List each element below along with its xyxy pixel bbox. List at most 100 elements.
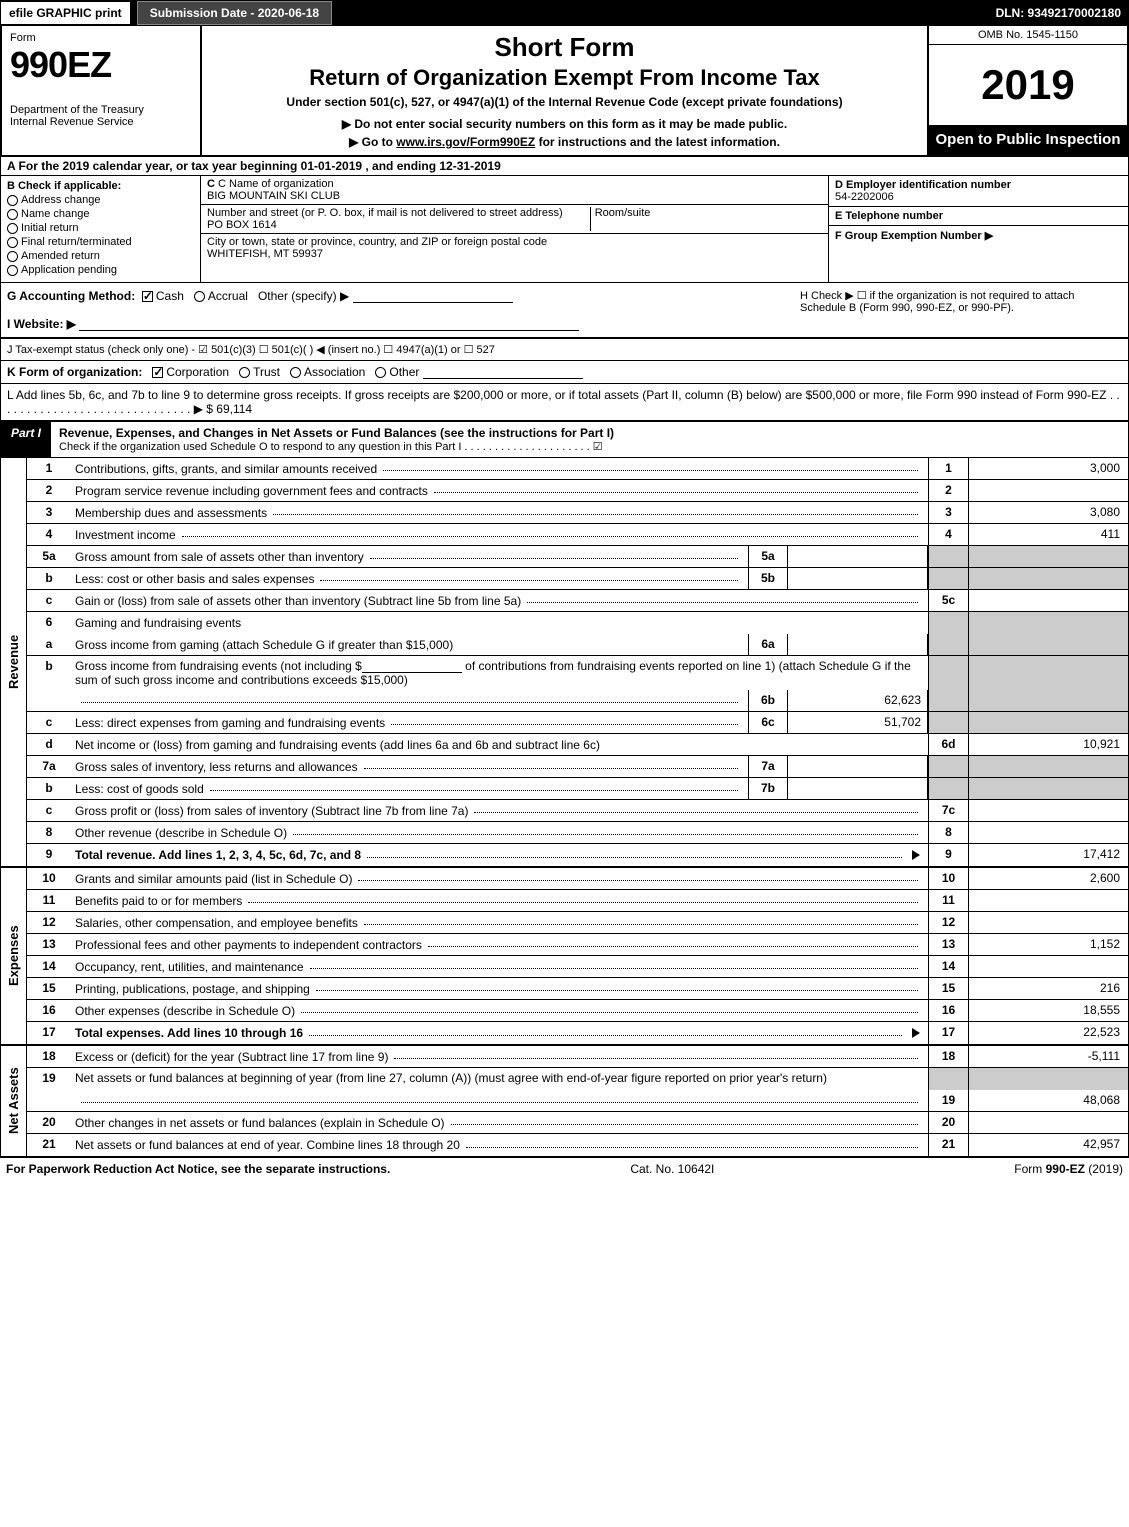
val-12 [968,912,1128,933]
chk-corporation[interactable] [152,367,163,378]
box-f: F Group Exemption Number ▶ [829,226,1128,282]
box-b: B Check if applicable: Address change Na… [1,176,201,282]
line-17: 17 Total expenses. Add lines 10 through … [27,1022,1128,1044]
other-specify-input[interactable] [353,289,513,303]
net-assets-side-label: Net Assets [0,1046,26,1156]
line-5c: c Gain or (loss) from sale of assets oth… [27,590,1128,612]
arrow-icon [912,1028,920,1038]
sub3-pre: ▶ Go to [349,135,396,149]
line-1: 1 Contributions, gifts, grants, and simi… [27,458,1128,480]
val-6d: 10,921 [968,734,1128,755]
val-16: 18,555 [968,1000,1128,1021]
line-2: 2 Program service revenue including gove… [27,480,1128,502]
line-10: 10 Grants and similar amounts paid (list… [27,868,1128,890]
chk-accrual[interactable] [194,291,205,302]
part1-check: Check if the organization used Schedule … [59,440,1120,453]
line-5b: b Less: cost or other basis and sales ex… [27,568,1128,590]
irs-link[interactable]: www.irs.gov/Form990EZ [396,135,535,149]
line-20: 20 Other changes in net assets or fund b… [27,1112,1128,1134]
line-4: 4 Investment income 4 411 [27,524,1128,546]
line-9: 9 Total revenue. Add lines 1, 2, 3, 4, 5… [27,844,1128,866]
line-21: 21 Net assets or fund balances at end of… [27,1134,1128,1156]
form-number: 990EZ [10,44,192,86]
line-6b-1: b Gross income from fundraising events (… [27,656,1128,690]
line-13: 13 Professional fees and other payments … [27,934,1128,956]
accounting-method: G Accounting Method: Cash Accrual Other … [7,289,792,303]
open-to-public: Open to Public Inspection [929,125,1127,155]
k-label: K Form of organization: [7,365,142,379]
line-6a: a Gross income from gaming (attach Sched… [27,634,1128,656]
return-title: Return of Organization Exempt From Incom… [212,65,917,91]
arrow-icon [912,850,920,860]
city-value: WHITEFISH, MT 59937 [207,248,822,260]
chk-initial-return[interactable]: Initial return [7,222,194,234]
short-form-title: Short Form [212,32,917,63]
row-j: J Tax-exempt status (check only one) - ☑… [0,338,1129,361]
box-c: C C Name of organization BIG MOUNTAIN SK… [201,176,828,282]
website-row: I Website: ▶ [7,317,792,331]
val-9: 17,412 [968,844,1128,866]
header-center: Short Form Return of Organization Exempt… [202,26,927,155]
val-6c: 51,702 [788,712,928,733]
expenses-section: Expenses 10 Grants and similar amounts p… [0,868,1129,1046]
val-14 [968,956,1128,977]
top-bar: efile GRAPHIC print Submission Date - 20… [0,0,1129,26]
box-d: D Employer identification number 54-2202… [829,176,1128,207]
row-k: K Form of organization: Corporation Trus… [0,361,1129,384]
val-10: 2,600 [968,868,1128,889]
cat-no: Cat. No. 10642I [630,1162,714,1176]
website-input[interactable] [79,317,579,331]
room-label: Room/suite [590,207,651,231]
omb-number: OMB No. 1545-1150 [929,26,1127,45]
val-17: 22,523 [968,1022,1128,1044]
contrib-amount-input[interactable] [362,659,462,673]
other-org-input[interactable] [423,365,583,379]
city-label: City or town, state or province, country… [207,236,822,248]
line-3: 3 Membership dues and assessments 3 3,08… [27,502,1128,524]
revenue-section: Revenue 1 Contributions, gifts, grants, … [0,458,1129,868]
chk-other-org[interactable] [375,367,386,378]
val-6b: 62,623 [788,690,928,711]
chk-final-return[interactable]: Final return/terminated [7,236,194,248]
line-6: 6 Gaming and fundraising events [27,612,1128,634]
row-l: L Add lines 5b, 6c, and 7b to line 9 to … [0,384,1129,422]
org-name-cell: C C Name of organization BIG MOUNTAIN SK… [201,176,828,205]
line-8: 8 Other revenue (describe in Schedule O)… [27,822,1128,844]
val-18: -5,111 [968,1046,1128,1067]
box-def: D Employer identification number 54-2202… [828,176,1128,282]
line-19-a: 19 Net assets or fund balances at beginn… [27,1068,1128,1090]
f-label: F Group Exemption Number ▶ [835,229,1122,242]
ein-value: 54-2202006 [835,191,1122,203]
val-5b [788,568,928,589]
line-6d: d Net income or (loss) from gaming and f… [27,734,1128,756]
val-6a [788,634,928,655]
line-12: 12 Salaries, other compensation, and emp… [27,912,1128,934]
dln: DLN: 93492170002180 [996,6,1129,20]
page-footer: For Paperwork Reduction Act Notice, see … [0,1158,1129,1180]
chk-application-pending[interactable]: Application pending [7,264,194,276]
chk-amended-return[interactable]: Amended return [7,250,194,262]
header-right: OMB No. 1545-1150 2019 Open to Public In… [927,26,1127,155]
chk-trust[interactable] [239,367,250,378]
box-b-label: B Check if applicable: [7,180,194,192]
i-label: I Website: ▶ [7,317,76,331]
line-19-b: 19 48,068 [27,1090,1128,1112]
efile-label[interactable]: efile GRAPHIC print [0,1,131,25]
line-7b: b Less: cost of goods sold 7b [27,778,1128,800]
net-assets-section: Net Assets 18 Excess or (deficit) for th… [0,1046,1129,1158]
chk-association[interactable] [290,367,301,378]
other-specify: Other (specify) ▶ [258,289,349,303]
val-3: 3,080 [968,502,1128,523]
chk-address-change[interactable]: Address change [7,194,194,206]
header-sub1: Under section 501(c), 527, or 4947(a)(1)… [212,95,917,109]
dept-label: Department of the Treasury Internal Reve… [10,104,192,128]
line-6c: c Less: direct expenses from gaming and … [27,712,1128,734]
meta-row: B Check if applicable: Address change Na… [0,176,1129,282]
val-2 [968,480,1128,501]
chk-name-change[interactable]: Name change [7,208,194,220]
sub3-post: for instructions and the latest informat… [535,135,780,149]
val-13: 1,152 [968,934,1128,955]
chk-cash[interactable] [142,291,153,302]
form-footer-label: Form 990-EZ (2019) [1014,1162,1123,1176]
header-sub2: ▶ Do not enter social security numbers o… [212,117,917,131]
